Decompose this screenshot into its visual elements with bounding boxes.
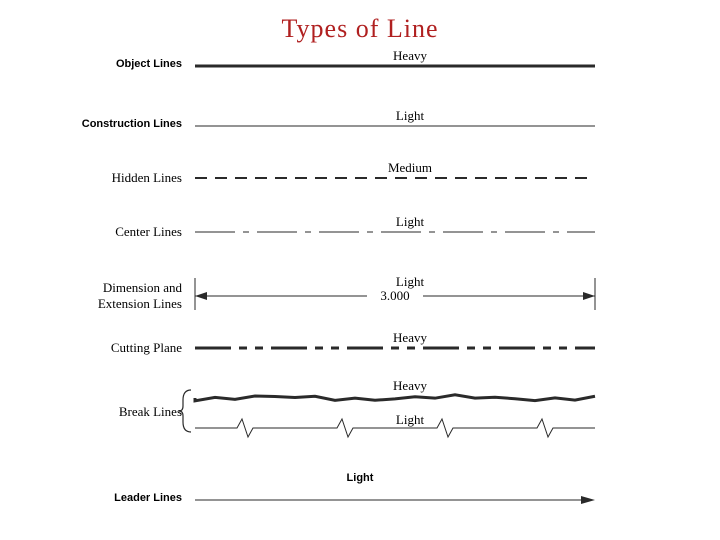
svg-text:3.000: 3.000 (380, 288, 409, 303)
object-label: Object Lines (10, 58, 182, 70)
construction-line (190, 96, 610, 156)
cutting-label: Cutting Plane (10, 340, 182, 356)
hidden-line (190, 148, 610, 208)
center-label: Center Lines (10, 224, 182, 240)
break-line (190, 382, 610, 442)
construction-label: Construction Lines (10, 118, 182, 130)
center-line (190, 202, 610, 262)
leader-line (190, 470, 610, 530)
leader-label: Leader Lines (10, 492, 182, 504)
object-line (190, 36, 610, 96)
dimension-line: 3.000 (190, 266, 610, 326)
cutting-line (190, 318, 610, 378)
break-label: Break Lines (10, 404, 182, 420)
hidden-label: Hidden Lines (10, 170, 182, 186)
dimension-label: Dimension andExtension Lines (10, 280, 182, 312)
